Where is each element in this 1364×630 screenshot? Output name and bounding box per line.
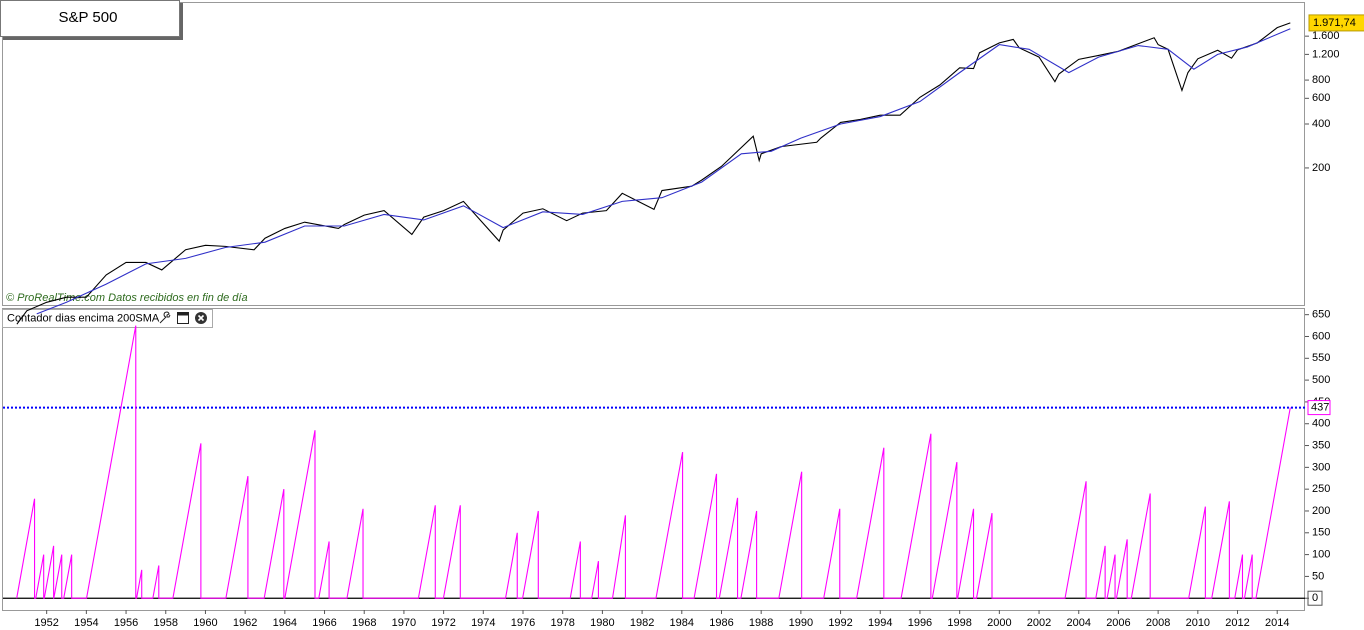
top-panel-frame bbox=[2, 2, 1305, 306]
x-tick-label: 2008 bbox=[1146, 617, 1170, 629]
x-tick-label: 1956 bbox=[114, 617, 138, 629]
x-tick-label: 2002 bbox=[1027, 617, 1051, 629]
y-tick-label: 1.200 bbox=[1312, 48, 1340, 60]
settings-icon[interactable] bbox=[159, 311, 171, 324]
y-tick-label: 650 bbox=[1312, 309, 1330, 321]
x-tick-label: 1954 bbox=[74, 617, 98, 629]
x-tick-label: 1990 bbox=[789, 617, 813, 629]
y-tick-label: 200 bbox=[1312, 162, 1330, 174]
x-tick-label: 1962 bbox=[233, 617, 257, 629]
credit: © ProRealTime.com Datos recibidos en fin… bbox=[6, 292, 248, 304]
x-tick-label: 1952 bbox=[34, 617, 58, 629]
x-tick-label: 1970 bbox=[392, 617, 416, 629]
y-tick-label: 0 bbox=[1312, 592, 1318, 604]
series-line bbox=[16, 325, 1291, 599]
x-tick-label: 1976 bbox=[511, 617, 535, 629]
zero-tag bbox=[1307, 590, 1323, 606]
title-box bbox=[0, 0, 180, 37]
x-tick-label: 1960 bbox=[193, 617, 217, 629]
x-tick-label: 2004 bbox=[1066, 617, 1090, 629]
last-value-tag bbox=[1308, 14, 1364, 32]
x-tick-label: 1988 bbox=[749, 617, 773, 629]
indicator-title: Contador dias encima 200SMA bbox=[7, 312, 160, 324]
x-tick-label: 2000 bbox=[987, 617, 1011, 629]
header-icons[interactable] bbox=[159, 311, 207, 324]
y-tick-label: 400 bbox=[1312, 418, 1330, 430]
x-tick-label: 1992 bbox=[828, 617, 852, 629]
x-tick-label: 1978 bbox=[550, 617, 574, 629]
x-tick-label: 1974 bbox=[471, 617, 495, 629]
y-tick-label: 600 bbox=[1312, 330, 1330, 342]
x-tick-label: 1994 bbox=[868, 617, 892, 629]
threshold-label: 437 bbox=[1311, 401, 1329, 413]
y-tick-label: 600 bbox=[1312, 92, 1330, 104]
chart-title: S&P 500 bbox=[59, 9, 118, 26]
x-tick-label: 2006 bbox=[1106, 617, 1130, 629]
close-icon-x bbox=[197, 314, 205, 322]
y-tick-label: 250 bbox=[1312, 483, 1330, 495]
x-tick-label: 1982 bbox=[630, 617, 654, 629]
x-tick-label: 1958 bbox=[154, 617, 178, 629]
x-tick-label: 1986 bbox=[709, 617, 733, 629]
y-tick-label: 300 bbox=[1312, 461, 1330, 473]
x-tick-label: 1984 bbox=[670, 617, 694, 629]
y-tick-label: 550 bbox=[1312, 352, 1330, 364]
threshold-tag bbox=[1307, 400, 1331, 416]
y-tick-label: 1.600 bbox=[1312, 30, 1340, 42]
x-tick-label: 1966 bbox=[312, 617, 336, 629]
x-tick-label: 2010 bbox=[1186, 617, 1210, 629]
bottom-panel-frame bbox=[2, 308, 1305, 611]
x-tick-label: 2012 bbox=[1225, 617, 1249, 629]
y-tick-label: 400 bbox=[1312, 118, 1330, 130]
y-tick-label: 150 bbox=[1312, 527, 1330, 539]
x-tick-label: 1972 bbox=[431, 617, 455, 629]
window-icon-bar bbox=[177, 312, 189, 316]
x-tick-label: 1968 bbox=[352, 617, 376, 629]
y-tick-label: 200 bbox=[1312, 505, 1330, 517]
x-tick-label: 1996 bbox=[908, 617, 932, 629]
series-line bbox=[36, 28, 1291, 315]
series-line bbox=[16, 22, 1291, 325]
x-tick-label: 1998 bbox=[947, 617, 971, 629]
x-tick-label: 1980 bbox=[590, 617, 614, 629]
x-tick-label: 1964 bbox=[273, 617, 297, 629]
y-tick-label: 50 bbox=[1312, 570, 1324, 582]
y-tick-label: 500 bbox=[1312, 374, 1330, 386]
y-tick-label: 100 bbox=[1312, 549, 1330, 561]
last-value-label: 1.971,74 bbox=[1313, 17, 1356, 29]
y-tick-label: 800 bbox=[1312, 74, 1330, 86]
y-tick-label: 350 bbox=[1312, 439, 1330, 451]
x-tick-label: 2014 bbox=[1265, 617, 1289, 629]
